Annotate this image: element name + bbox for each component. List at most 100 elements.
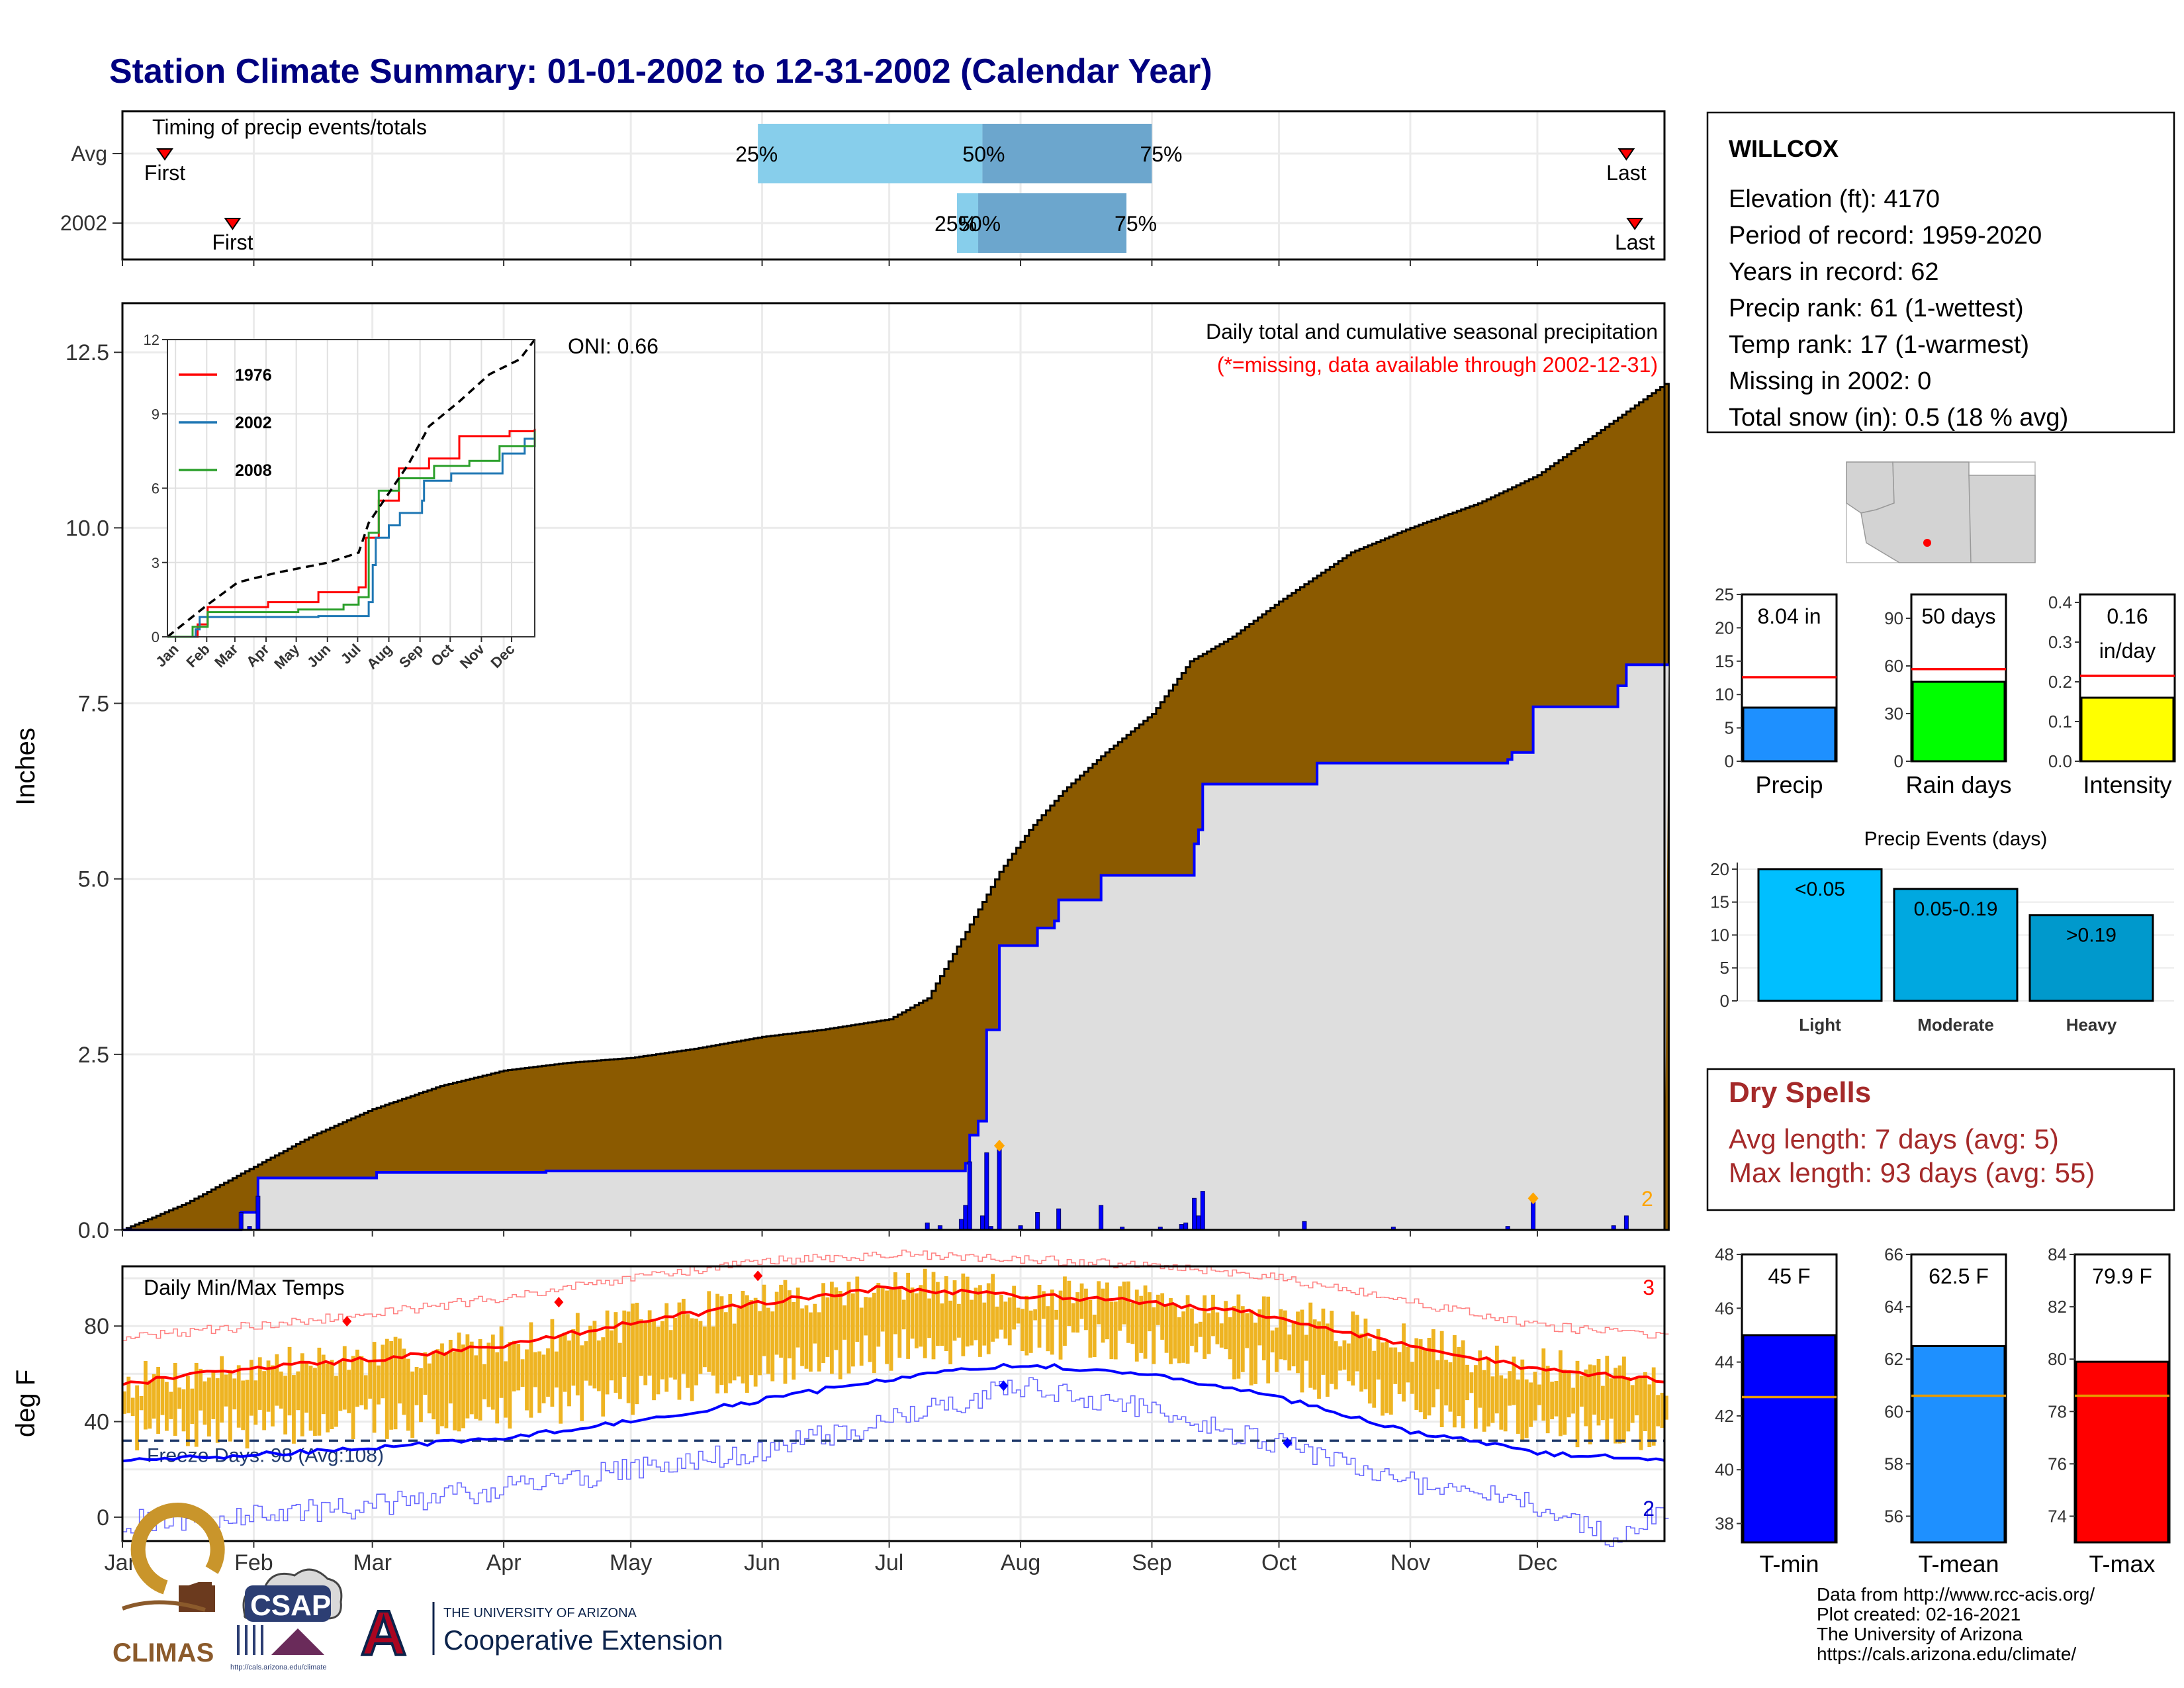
daily-temp-bar <box>859 1307 864 1366</box>
daily-temp-bar <box>1198 1321 1203 1337</box>
daily-temp-bar <box>126 1376 131 1413</box>
record-low-marker <box>999 1380 1009 1391</box>
timing-last-marker <box>1626 218 1644 230</box>
inset-avg-line <box>166 338 536 638</box>
daily-temp-bar <box>970 1299 974 1346</box>
daily-precip-bar <box>1035 1211 1040 1231</box>
daily-precip-bar <box>997 1145 1002 1231</box>
daily-temp-bar <box>957 1303 961 1338</box>
daily-temp-bar <box>1037 1285 1042 1348</box>
daily-precip-bar <box>963 1205 968 1231</box>
daily-temp-bar <box>1435 1360 1440 1389</box>
mini-y-tick-label: 64 <box>1884 1297 1903 1317</box>
daily-temp-bar <box>241 1380 246 1430</box>
daily-temp-bar <box>207 1378 211 1437</box>
daily-temp-bar <box>525 1349 529 1411</box>
cum-y-axis-label: Inches <box>11 727 40 806</box>
mini-value-label: 62.5 F <box>1929 1264 1989 1288</box>
daily-temp-bar <box>719 1296 724 1385</box>
daily-temp-bar <box>236 1365 241 1428</box>
daily-temp-bar <box>275 1354 279 1406</box>
daily-temp-bar <box>1321 1308 1326 1375</box>
daily-temp-bar <box>711 1326 715 1376</box>
daily-temp-bar <box>1545 1366 1550 1434</box>
daily-temp-bar <box>698 1321 703 1374</box>
timing-label-50: 50% <box>958 212 1001 236</box>
daily-temp-bar <box>1113 1301 1118 1360</box>
daily-temp-bar <box>1012 1286 1017 1330</box>
daily-record-marker <box>1527 1192 1539 1205</box>
daily-temp-bar <box>432 1350 436 1420</box>
daily-temp-bar <box>1206 1313 1211 1354</box>
mini-value-bar <box>1742 706 1837 763</box>
daily-temp-bar <box>893 1272 897 1335</box>
daily-temp-bar <box>889 1288 893 1371</box>
daily-temp-bar <box>694 1318 698 1385</box>
inset-series-line-2002 <box>167 437 536 638</box>
mini-y-tick-label: 90 <box>1884 608 1903 628</box>
timing-label-75: 75% <box>1115 212 1157 236</box>
daily-temp-bar <box>1169 1297 1173 1364</box>
daily-temp-bar <box>1490 1376 1495 1423</box>
cum-y-tick-label: 2.5 <box>78 1043 109 1068</box>
daily-temp-bar <box>821 1283 825 1363</box>
daily-temp-bar <box>427 1363 432 1414</box>
daily-temp-bar <box>1367 1338 1372 1404</box>
mini-y-tick-label: 78 <box>2048 1401 2067 1421</box>
daily-temp-bar <box>792 1301 796 1380</box>
cum-y-tick-label: 12.5 <box>66 340 109 365</box>
daily-temp-bar <box>668 1330 673 1378</box>
mini-y-tick-label: 15 <box>1715 651 1734 671</box>
daily-temp-bar <box>194 1362 199 1447</box>
daily-temp-bar <box>1122 1282 1126 1325</box>
timing-label-50: 50% <box>962 142 1005 166</box>
daily-temp-bar <box>741 1290 745 1383</box>
daily-temp-bar <box>160 1378 165 1415</box>
daily-precip-bar <box>238 1211 244 1231</box>
daily-temp-bar <box>1308 1302 1313 1388</box>
daily-temp-bar <box>1224 1301 1228 1350</box>
inset-y-tick-label: 3 <box>152 555 159 571</box>
csap-url: http://cals.arizona.edu/climate <box>230 1664 327 1671</box>
month-label-oct: Oct <box>1261 1550 1297 1575</box>
cum-y-tick-label: 10.0 <box>66 516 109 541</box>
events-y-tick-label: 20 <box>1710 859 1729 879</box>
daily-temp-bar <box>1486 1357 1490 1427</box>
daily-temp-bar <box>1134 1289 1139 1362</box>
daily-temp-bar <box>961 1273 966 1356</box>
daily-temp-bar <box>453 1351 457 1430</box>
daily-temp-bar <box>1338 1346 1342 1371</box>
daily-temp-bar <box>1304 1335 1308 1361</box>
daily-temp-bar <box>1414 1338 1419 1410</box>
daily-temp-bar <box>1588 1364 1592 1444</box>
daily-temp-bar <box>1101 1288 1105 1343</box>
daily-temp-bar <box>1219 1323 1224 1348</box>
dry-spells-box: Dry Spells Avg length: 7 days (avg: 5) M… <box>1706 1068 2175 1211</box>
daily-temp-bar <box>842 1305 846 1340</box>
daily-temp-bar <box>1410 1362 1414 1394</box>
daily-temp-bar <box>1461 1340 1465 1429</box>
daily-temp-bar <box>1664 1395 1668 1420</box>
daily-precip-bar <box>984 1152 989 1231</box>
mini-category-label: T-mean <box>1918 1550 1999 1577</box>
daily-temp-bar <box>1118 1286 1122 1331</box>
daily-temp-bar <box>444 1352 449 1429</box>
daily-temp-bar <box>512 1340 516 1391</box>
daily-temp-bar <box>1639 1376 1643 1450</box>
events-bar-moderate <box>1893 888 2019 1002</box>
mini-y-tick-label: 30 <box>1884 704 1903 724</box>
daily-temp-bar <box>1211 1294 1215 1336</box>
daily-temp-bar <box>1406 1346 1410 1383</box>
timing-label-25: 25% <box>934 212 977 236</box>
daily-temp-bar <box>1423 1348 1427 1419</box>
daily-temp-bar <box>296 1371 300 1411</box>
mini-value-label: 45 F <box>1768 1264 1810 1288</box>
daily-temp-bar <box>1194 1323 1199 1352</box>
daily-temp-bar <box>326 1363 330 1432</box>
daily-temp-bar <box>1529 1382 1533 1427</box>
daily-temp-bar <box>1236 1294 1241 1379</box>
temperature-bar-panels: 38 40 42 44 46 48 45 F T-min 56 58 60 62 64 66 62.5 F T… <box>1715 1244 2171 1577</box>
month-label-jun: Jun <box>744 1550 780 1575</box>
daily-temp-bar <box>1376 1329 1381 1380</box>
